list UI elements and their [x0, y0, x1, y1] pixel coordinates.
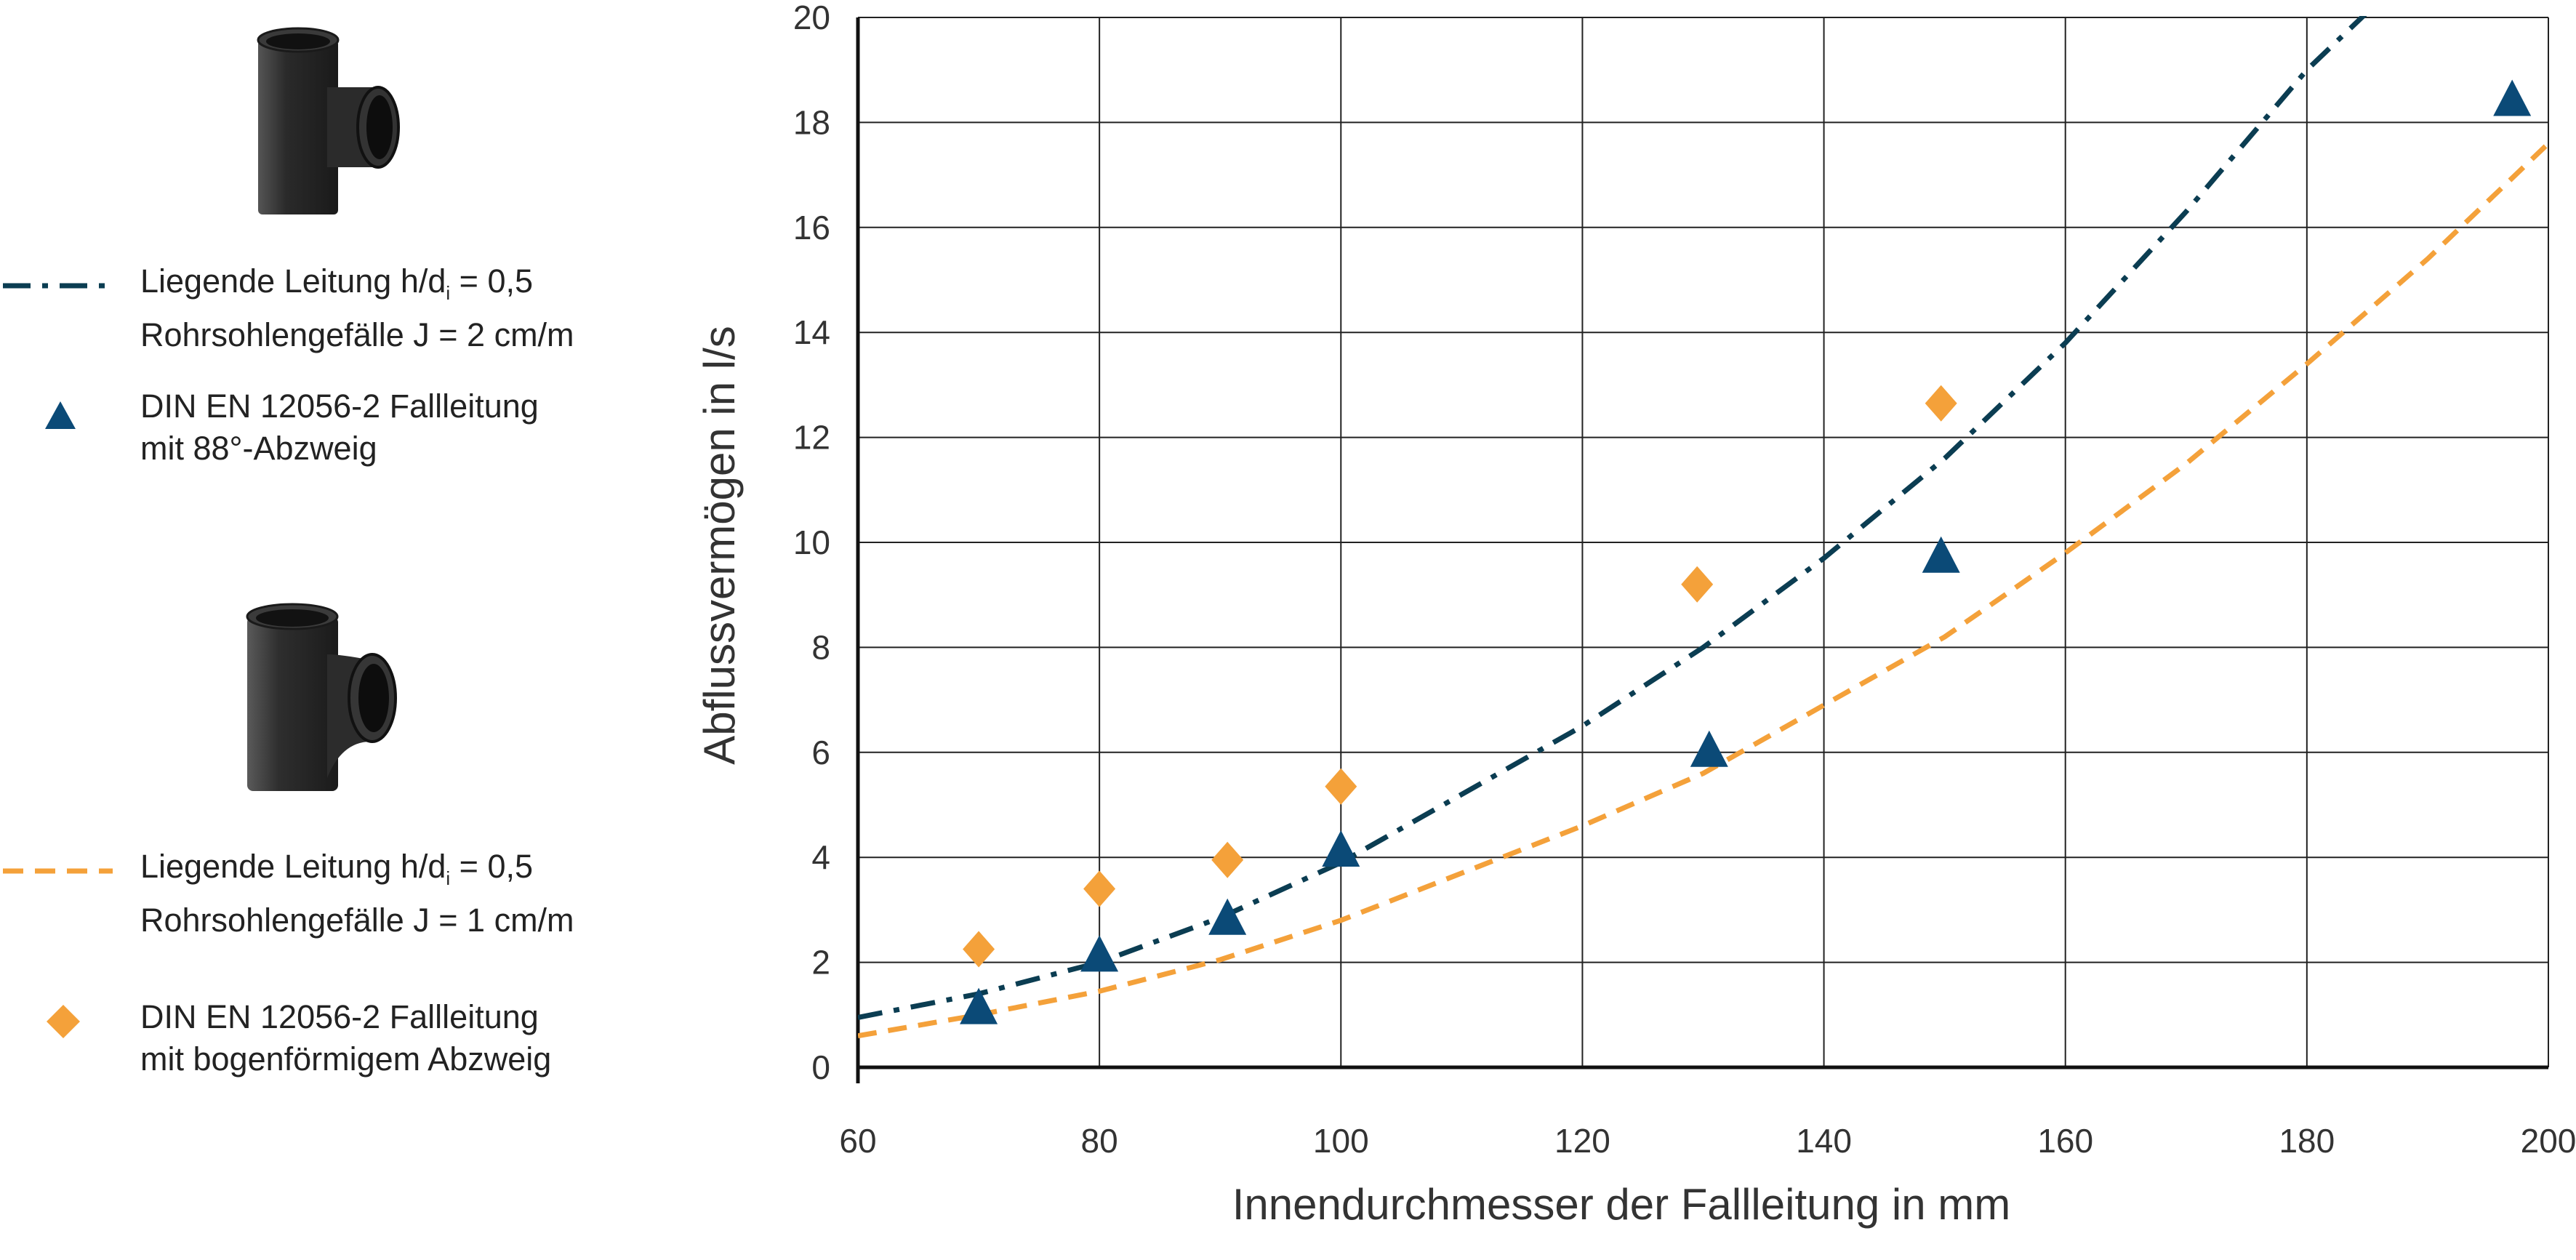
y-tick-label: 8 — [811, 628, 830, 666]
legend-item-slope-2: Liegende Leitung h/di = 0,5 Rohrsohlenge… — [140, 262, 574, 353]
legend-item-slope-1: Liegende Leitung h/di = 0,5 Rohrsohlenge… — [140, 848, 574, 939]
legend-diamond-marker-icon — [47, 1005, 80, 1038]
x-tick-label: 100 — [1313, 1122, 1369, 1160]
legend-item-88-branch: DIN EN 12056-2 Fallleitung mit 88°-Abzwe… — [140, 388, 539, 467]
x-tick-label: 180 — [2279, 1122, 2335, 1160]
data-point-triangle — [1690, 730, 1728, 767]
series-line-2 — [858, 141, 2551, 1039]
legend-item-swept-branch: DIN EN 12056-2 Fallleitung mit bogenförm… — [140, 998, 552, 1078]
legend-dashed-line-icon — [3, 868, 113, 874]
y-tick-label: 2 — [811, 944, 830, 982]
data-point-triangle — [1922, 536, 1960, 573]
chart-axes — [856, 17, 2548, 1083]
y-axis-label: Abflussvermögen in l/s — [695, 326, 744, 765]
data-point-diamond — [1925, 385, 1957, 422]
data-point-diamond — [1211, 841, 1244, 878]
data-point-diamond — [1325, 768, 1357, 805]
data-point-triangle — [1080, 935, 1119, 972]
y-tick-label: 6 — [811, 734, 830, 771]
tee-fitting-swept-icon — [246, 603, 397, 791]
y-tick-label: 16 — [793, 209, 830, 246]
y-tick-label: 0 — [811, 1048, 830, 1086]
x-tick-label: 120 — [1554, 1122, 1610, 1160]
x-tick-label: 80 — [1081, 1122, 1118, 1160]
data-point-triangle — [960, 987, 998, 1024]
x-tick-label: 160 — [2037, 1122, 2093, 1160]
chart-tick-labels: 60 80 100 120 140 160 180 200 0 2 4 6 8 10 12 14 16 18 20 — [793, 0, 2576, 1160]
y-tick-label: 18 — [793, 103, 830, 141]
x-tick-label: 140 — [1796, 1122, 1852, 1160]
x-tick-label: 200 — [2521, 1122, 2576, 1160]
series-line-0 — [858, 16, 2367, 1020]
y-tick-label: 20 — [793, 0, 830, 36]
data-point-diamond — [963, 931, 995, 968]
legend-triangle-marker-icon — [45, 401, 76, 429]
chart-grid — [857, 17, 2549, 1068]
x-tick-label: 60 — [839, 1122, 876, 1160]
y-tick-label: 4 — [811, 838, 830, 876]
legend-dash-dot-line-icon — [3, 283, 109, 289]
data-point-diamond — [1083, 870, 1116, 907]
data-point-triangle — [2493, 79, 2532, 116]
data-point-triangle — [1322, 830, 1360, 867]
legend-panel: Liegende Leitung h/di = 0,5 Rohrsohlenge… — [0, 0, 654, 1260]
tee-fitting-88-icon — [257, 27, 400, 214]
data-point-triangle — [1208, 898, 1247, 935]
chart-series — [858, 16, 2551, 1039]
y-tick-label: 12 — [793, 419, 830, 457]
x-axis-label: Innendurchmesser der Fallleitung in mm — [1232, 1180, 2010, 1229]
y-tick-label: 14 — [793, 313, 830, 351]
data-point-diamond — [1681, 566, 1714, 603]
y-tick-label: 10 — [793, 523, 830, 561]
